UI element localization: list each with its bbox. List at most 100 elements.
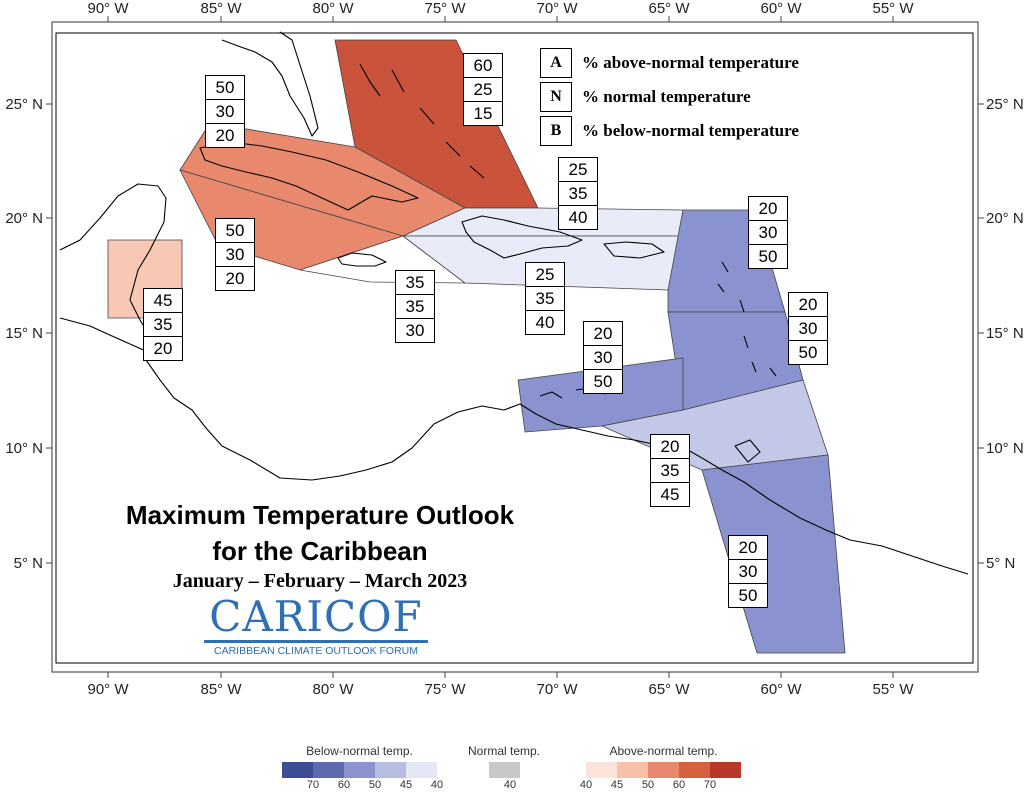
florida-coastline: [221, 31, 319, 137]
scale-below: Below-normal temp. 70 60 50 45 40: [282, 744, 443, 792]
map-title: Maximum Temperature Outlook: [125, 500, 515, 530]
scale-swatch: [648, 762, 679, 778]
scale-tick: 40: [430, 779, 444, 791]
jamaica-coastline: [337, 252, 387, 267]
scale-tick: 40: [579, 779, 593, 791]
lat-label: 20° N: [986, 210, 1024, 227]
lat-label: 20° N: [5, 210, 43, 227]
scale-normal-ticks: 40: [468, 778, 540, 792]
caricof-logo: CARICOF CARIBBEAN CLIMATE OUTLOOK FORUM: [200, 594, 432, 657]
normal-value: 35: [526, 287, 564, 311]
normal-value: 30: [584, 346, 622, 370]
title-backdrop: [57, 492, 582, 662]
prob-box-hispaniola: 25 35 40: [525, 262, 565, 335]
lon-label: 85° W: [200, 0, 242, 17]
prob-box-bahamas: 60 25 15: [463, 53, 503, 126]
normal-value: 30: [206, 100, 244, 124]
scale-tick: 40: [503, 779, 517, 791]
lon-label: 75° W: [424, 681, 466, 698]
key-letter-n: N: [540, 82, 572, 112]
prob-box-leeward-islands: 20 30 50: [748, 196, 788, 269]
prob-box-belize: 45 35 20: [143, 288, 183, 361]
above-value: 20: [789, 293, 827, 317]
normal-value: 30: [729, 560, 767, 584]
lon-label: 65° W: [648, 681, 690, 698]
scale-normal: Normal temp. 40: [468, 744, 540, 792]
trinidad-coastline: [734, 439, 761, 463]
key-letter-a: A: [540, 48, 572, 78]
above-value: 20: [749, 197, 787, 221]
prob-box-guianas: 20 30 50: [728, 535, 768, 608]
scale-swatch: [313, 762, 344, 778]
lat-label: 15° N: [986, 325, 1024, 342]
scale-below-title: Below-normal temp.: [306, 744, 413, 758]
normal-value: 25: [464, 78, 502, 102]
lon-label: 70° W: [536, 681, 578, 698]
scale-swatch: [617, 762, 648, 778]
lat-tick-marks: [46, 103, 984, 564]
lon-label: 75° W: [424, 0, 466, 17]
key-text-below: % below-normal temperature: [582, 121, 799, 140]
scale-tick: 60: [672, 779, 686, 791]
key-text-above: % above-normal temperature: [582, 53, 799, 72]
prob-box-turks-caicos: 25 35 40: [558, 157, 598, 230]
prob-box-cuba-north: 50 30 20: [205, 75, 245, 148]
prob-box-jamaica: 35 35 30: [395, 270, 435, 343]
scale-swatch: [586, 762, 617, 778]
lon-label: 80° W: [312, 0, 354, 17]
prob-box-abc-islands: 20 30 50: [583, 321, 623, 394]
hispaniola-coastline: [461, 215, 583, 259]
scale-above: Above-normal temp. 40 45 50 60 70: [580, 744, 741, 792]
below-value: 50: [758, 247, 778, 266]
prob-box-cuba-south: 50 30 20: [215, 218, 255, 291]
normal-value: 30: [789, 317, 827, 341]
lat-label: 25° N: [986, 96, 1024, 113]
lat-label: 25° N: [5, 96, 43, 113]
scale-above-title: Above-normal temp.: [609, 744, 718, 758]
above-value: 45: [144, 289, 182, 313]
scale-normal-swatches: [468, 762, 540, 778]
key-text-normal: % normal temperature: [582, 87, 751, 106]
above-value: 25: [559, 158, 597, 182]
lat-label: 5° N: [14, 555, 43, 572]
scale-swatch: [710, 762, 741, 778]
lat-label: 5° N: [986, 555, 1015, 572]
key-letter-b: B: [540, 116, 572, 146]
scale-tick: 50: [641, 779, 655, 791]
above-value: 50: [206, 76, 244, 100]
scale-tick: 45: [399, 779, 413, 791]
scale-below-ticks: 70 60 50 45 40: [282, 778, 443, 792]
lon-label: 90° W: [87, 0, 129, 17]
lon-label: 55° W: [872, 681, 914, 698]
below-value: 50: [593, 372, 613, 391]
scale-tick: 45: [610, 779, 624, 791]
scale-swatch: [375, 762, 406, 778]
lon-label: 65° W: [648, 0, 690, 17]
lon-label: 80° W: [312, 681, 354, 698]
scale-swatch: [344, 762, 375, 778]
normal-value: 30: [749, 221, 787, 245]
below-value: 30: [405, 321, 425, 340]
normal-value: 35: [144, 313, 182, 337]
below-value: 45: [660, 485, 680, 504]
above-value: 20: [584, 322, 622, 346]
lesser-antilles-coastline: [717, 261, 777, 377]
scale-tick: 70: [306, 779, 320, 791]
lat-label: 15° N: [5, 325, 43, 342]
scale-normal-title: Normal temp.: [468, 744, 541, 758]
bahamas-coastline: [359, 63, 485, 179]
scale-above-ticks: 40 45 50 60 70: [580, 778, 741, 792]
above-value: 50: [216, 219, 254, 243]
lon-label: 85° W: [200, 681, 242, 698]
logo-bar: [204, 640, 428, 643]
below-value: 20: [225, 269, 245, 288]
below-value: 40: [535, 313, 555, 332]
lon-label: 90° W: [87, 681, 129, 698]
above-value: 60: [464, 54, 502, 78]
below-value: 50: [798, 343, 818, 362]
map-frame: [51, 21, 979, 673]
lon-tick-marks: [107, 16, 894, 678]
prob-box-trinidad: 20 35 45: [650, 434, 690, 507]
scale-tick: 50: [368, 779, 382, 791]
